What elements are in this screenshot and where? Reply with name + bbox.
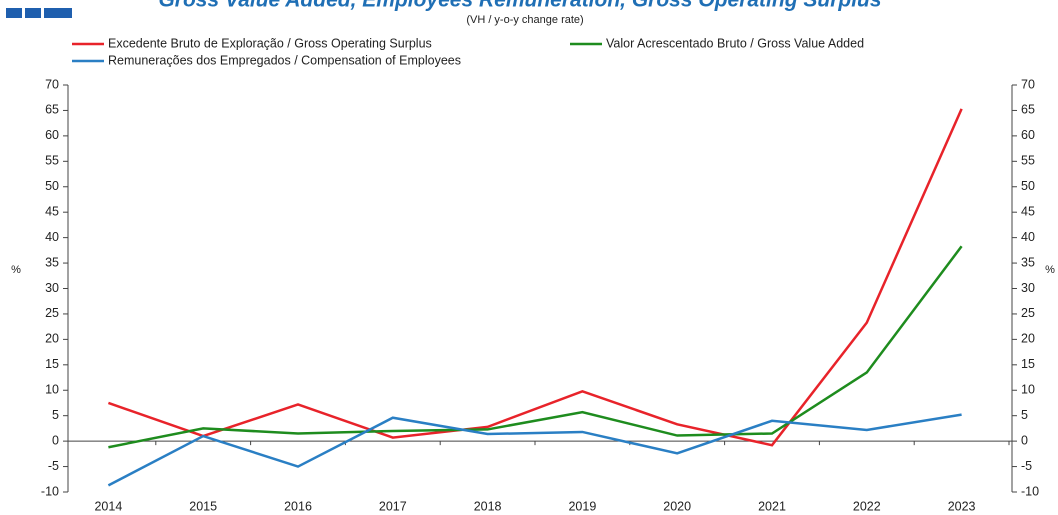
y-tick-label: 0 xyxy=(52,433,59,447)
x-tick-label: 2021 xyxy=(758,499,786,513)
y-tick-label: 25 xyxy=(45,306,59,320)
x-tick-label: 2015 xyxy=(189,499,217,513)
y2-tick-label: 55 xyxy=(1021,154,1035,168)
y-tick-label: 70 xyxy=(45,77,59,91)
y2-tick-label: 20 xyxy=(1021,332,1035,346)
y2-tick-label: 25 xyxy=(1021,306,1035,320)
y2-tick-label: 70 xyxy=(1021,77,1035,91)
series-line xyxy=(108,245,963,449)
x-tick-label: 2020 xyxy=(663,499,691,513)
x-tick-label: 2014 xyxy=(94,499,122,513)
y-tick-label: 15 xyxy=(45,357,59,371)
y2-tick-label: 35 xyxy=(1021,255,1035,269)
legend-label: Excedente Bruto de Exploração / Gross Op… xyxy=(108,36,432,50)
y-tick-label: 20 xyxy=(45,332,59,346)
y-axis-label: % xyxy=(11,264,21,276)
y-tick-label: -10 xyxy=(41,484,59,498)
y2-tick-label: 10 xyxy=(1021,383,1035,397)
logo-block xyxy=(25,8,41,18)
y2-tick-label: -10 xyxy=(1021,484,1039,498)
y-tick-label: 10 xyxy=(45,383,59,397)
y2-tick-label: 5 xyxy=(1021,408,1028,422)
y-tick-label: 35 xyxy=(45,255,59,269)
y2-tick-label: 45 xyxy=(1021,204,1035,218)
x-tick-label: 2019 xyxy=(568,499,596,513)
x-tick-label: 2023 xyxy=(948,499,976,513)
y2-tick-label: 60 xyxy=(1021,128,1035,142)
logo-block xyxy=(6,8,22,18)
y2-axis-label: % xyxy=(1045,264,1055,276)
y-tick-label: -5 xyxy=(48,459,59,473)
y-tick-label: 30 xyxy=(45,281,59,295)
y-tick-label: 55 xyxy=(45,154,59,168)
chart-subtitle: (VH / y-o-y change rate) xyxy=(466,14,583,26)
logo-block xyxy=(44,8,72,18)
y-tick-label: 45 xyxy=(45,204,59,218)
x-tick-label: 2022 xyxy=(853,499,881,513)
legend-label: Remunerações dos Empregados / Compensati… xyxy=(108,53,461,67)
y2-tick-label: 50 xyxy=(1021,179,1035,193)
y-tick-label: 60 xyxy=(45,128,59,142)
y-tick-label: 5 xyxy=(52,408,59,422)
series-line xyxy=(107,108,963,447)
y-tick-label: 40 xyxy=(45,230,59,244)
y2-tick-label: 15 xyxy=(1021,357,1035,371)
x-tick-label: 2017 xyxy=(379,499,407,513)
y2-tick-label: 0 xyxy=(1021,433,1028,447)
y2-tick-label: 40 xyxy=(1021,230,1035,244)
y2-tick-label: 30 xyxy=(1021,281,1035,295)
y-tick-label: 50 xyxy=(45,179,59,193)
chart-title: Gross Value Added, Employees Remuneratio… xyxy=(158,0,881,12)
series-line xyxy=(107,413,962,487)
legend-label: Valor Acrescentado Bruto / Gross Value A… xyxy=(606,36,864,50)
x-tick-label: 2016 xyxy=(284,499,312,513)
y2-tick-label: 65 xyxy=(1021,103,1035,117)
y-tick-label: 65 xyxy=(45,103,59,117)
x-tick-label: 2018 xyxy=(474,499,502,513)
y2-tick-label: -5 xyxy=(1021,459,1032,473)
